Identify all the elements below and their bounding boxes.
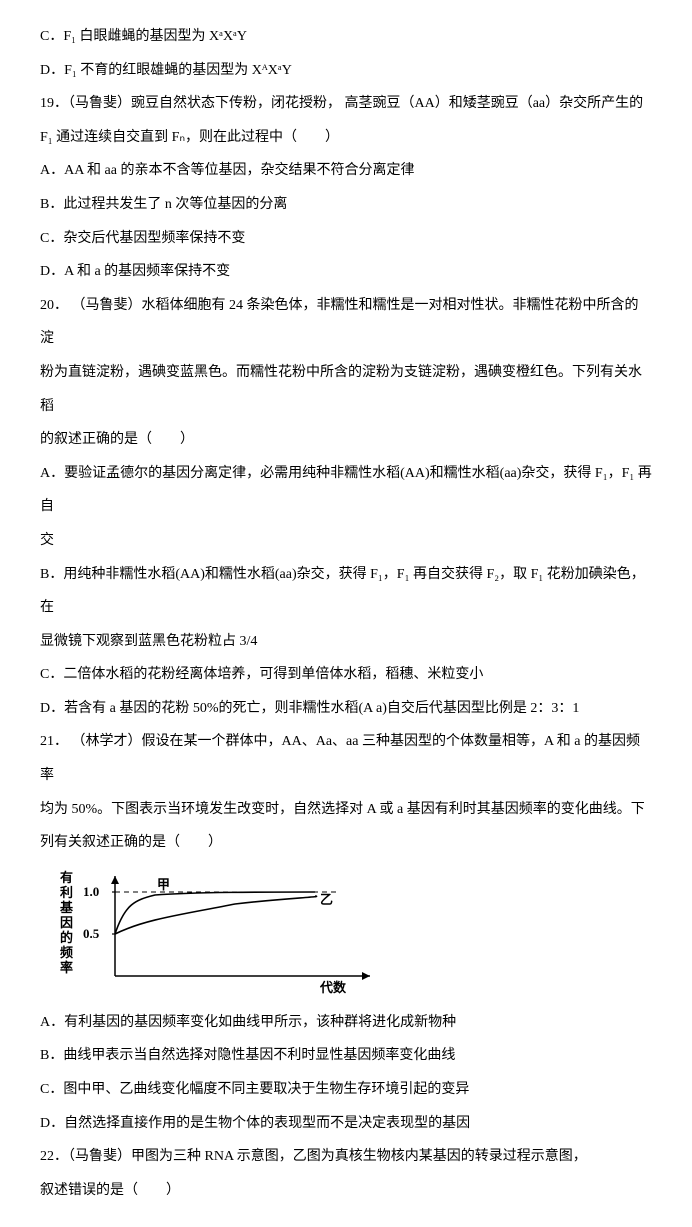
question-22-b: 叙述错误的是（ ）: [40, 1174, 652, 1208]
option-a-20b: 交: [40, 524, 652, 558]
option-d-19: D．A 和 a 的基因频率保持不变: [40, 255, 652, 289]
svg-text:代数: 代数: [319, 980, 347, 995]
chart-q21: 有利基因的频率 1.0 0.5 甲乙代数: [50, 868, 652, 998]
option-b-19: B．此过程共发生了 n 次等位基因的分离: [40, 188, 652, 222]
option-b-21: B．曲线甲表示当自然选择对隐性基因不利时显性基因频率变化曲线: [40, 1039, 652, 1073]
option-a-19: A．AA 和 aa 的亲本不含等位基因，杂交结果不符合分离定律: [40, 154, 652, 188]
option-a-21: A．有利基因的基因频率变化如曲线甲所示，该种群将进化成新物种: [40, 1006, 652, 1040]
option-d-18: D．F₁ 不育的红眼雄蝇的基因型为 XᴬXᵃY: [40, 54, 652, 88]
svg-text:1.0: 1.0: [83, 884, 99, 899]
option-b-20b: 显微镜下观察到蓝黑色花粉粒占 3/4: [40, 625, 652, 659]
question-19-cont: F₁ 通过连续自交直到 Fₙ，则在此过程中（ ）: [40, 121, 652, 155]
question-21-a: 21． （林学才）假设在某一个群体中，AA、Aa、aa 三种基因型的个体数量相等…: [40, 725, 652, 792]
svg-text:甲: 甲: [157, 877, 170, 892]
question-20-b: 粉为直链淀粉，遇碘变蓝黑色。而糯性花粉中所含的淀粉为支链淀粉，遇碘变橙红色。下列…: [40, 356, 652, 423]
svg-text:利: 利: [60, 885, 73, 900]
svg-text:有: 有: [60, 870, 73, 885]
svg-text:的: 的: [60, 930, 73, 945]
svg-text:因: 因: [60, 915, 73, 930]
chart-svg: 有利基因的频率 1.0 0.5 甲乙代数: [50, 868, 380, 998]
option-a-20a: A．要验证孟德尔的基因分离定律，必需用纯种非糯性水稻(AA)和糯性水稻(aa)杂…: [40, 457, 652, 524]
question-20-a: 20． （马鲁斐）水稻体细胞有 24 条染色体，非糯性和糯性是一对相对性状。非糯…: [40, 289, 652, 356]
question-20-c: 的叙述正确的是（ ）: [40, 423, 652, 457]
question-22-a: 22．（马鲁斐）甲图为三种 RNA 示意图，乙图为真核生物核内某基因的转录过程示…: [40, 1140, 652, 1174]
svg-text:乙: 乙: [320, 892, 333, 907]
question-21-b: 均为 50%。下图表示当环境发生改变时，自然选择对 A 或 a 基因有利时其基因…: [40, 793, 652, 827]
question-19: 19．（马鲁斐）豌豆自然状态下传粉，闭花授粉， 高茎豌豆（AA）和矮茎豌豆（aa…: [40, 87, 652, 121]
question-21-c: 列有关叙述正确的是（ ）: [40, 826, 652, 860]
option-c-21: C．图中甲、乙曲线变化幅度不同主要取决于生物生存环境引起的变异: [40, 1073, 652, 1107]
option-c-19: C．杂交后代基因型频率保持不变: [40, 222, 652, 256]
option-d-20: D．若含有 a 基因的花粉 50%的死亡，则非糯性水稻(A a)自交后代基因型比…: [40, 692, 652, 726]
option-d-21: D．自然选择直接作用的是生物个体的表现型而不是决定表现型的基因: [40, 1107, 652, 1141]
option-c-20: C．二倍体水稻的花粉经离体培养，可得到单倍体水稻，稻穗、米粒变小: [40, 658, 652, 692]
option-c-18: C．F₁ 白眼雌蝇的基因型为 XᵃXᵃY: [40, 20, 652, 54]
svg-text:率: 率: [60, 960, 73, 975]
option-b-20a: B．用纯种非糯性水稻(AA)和糯性水稻(aa)杂交，获得 F₁，F₁ 再自交获得…: [40, 558, 652, 625]
svg-text:0.5: 0.5: [83, 926, 100, 941]
svg-text:频: 频: [60, 945, 73, 960]
svg-text:基: 基: [59, 900, 74, 915]
